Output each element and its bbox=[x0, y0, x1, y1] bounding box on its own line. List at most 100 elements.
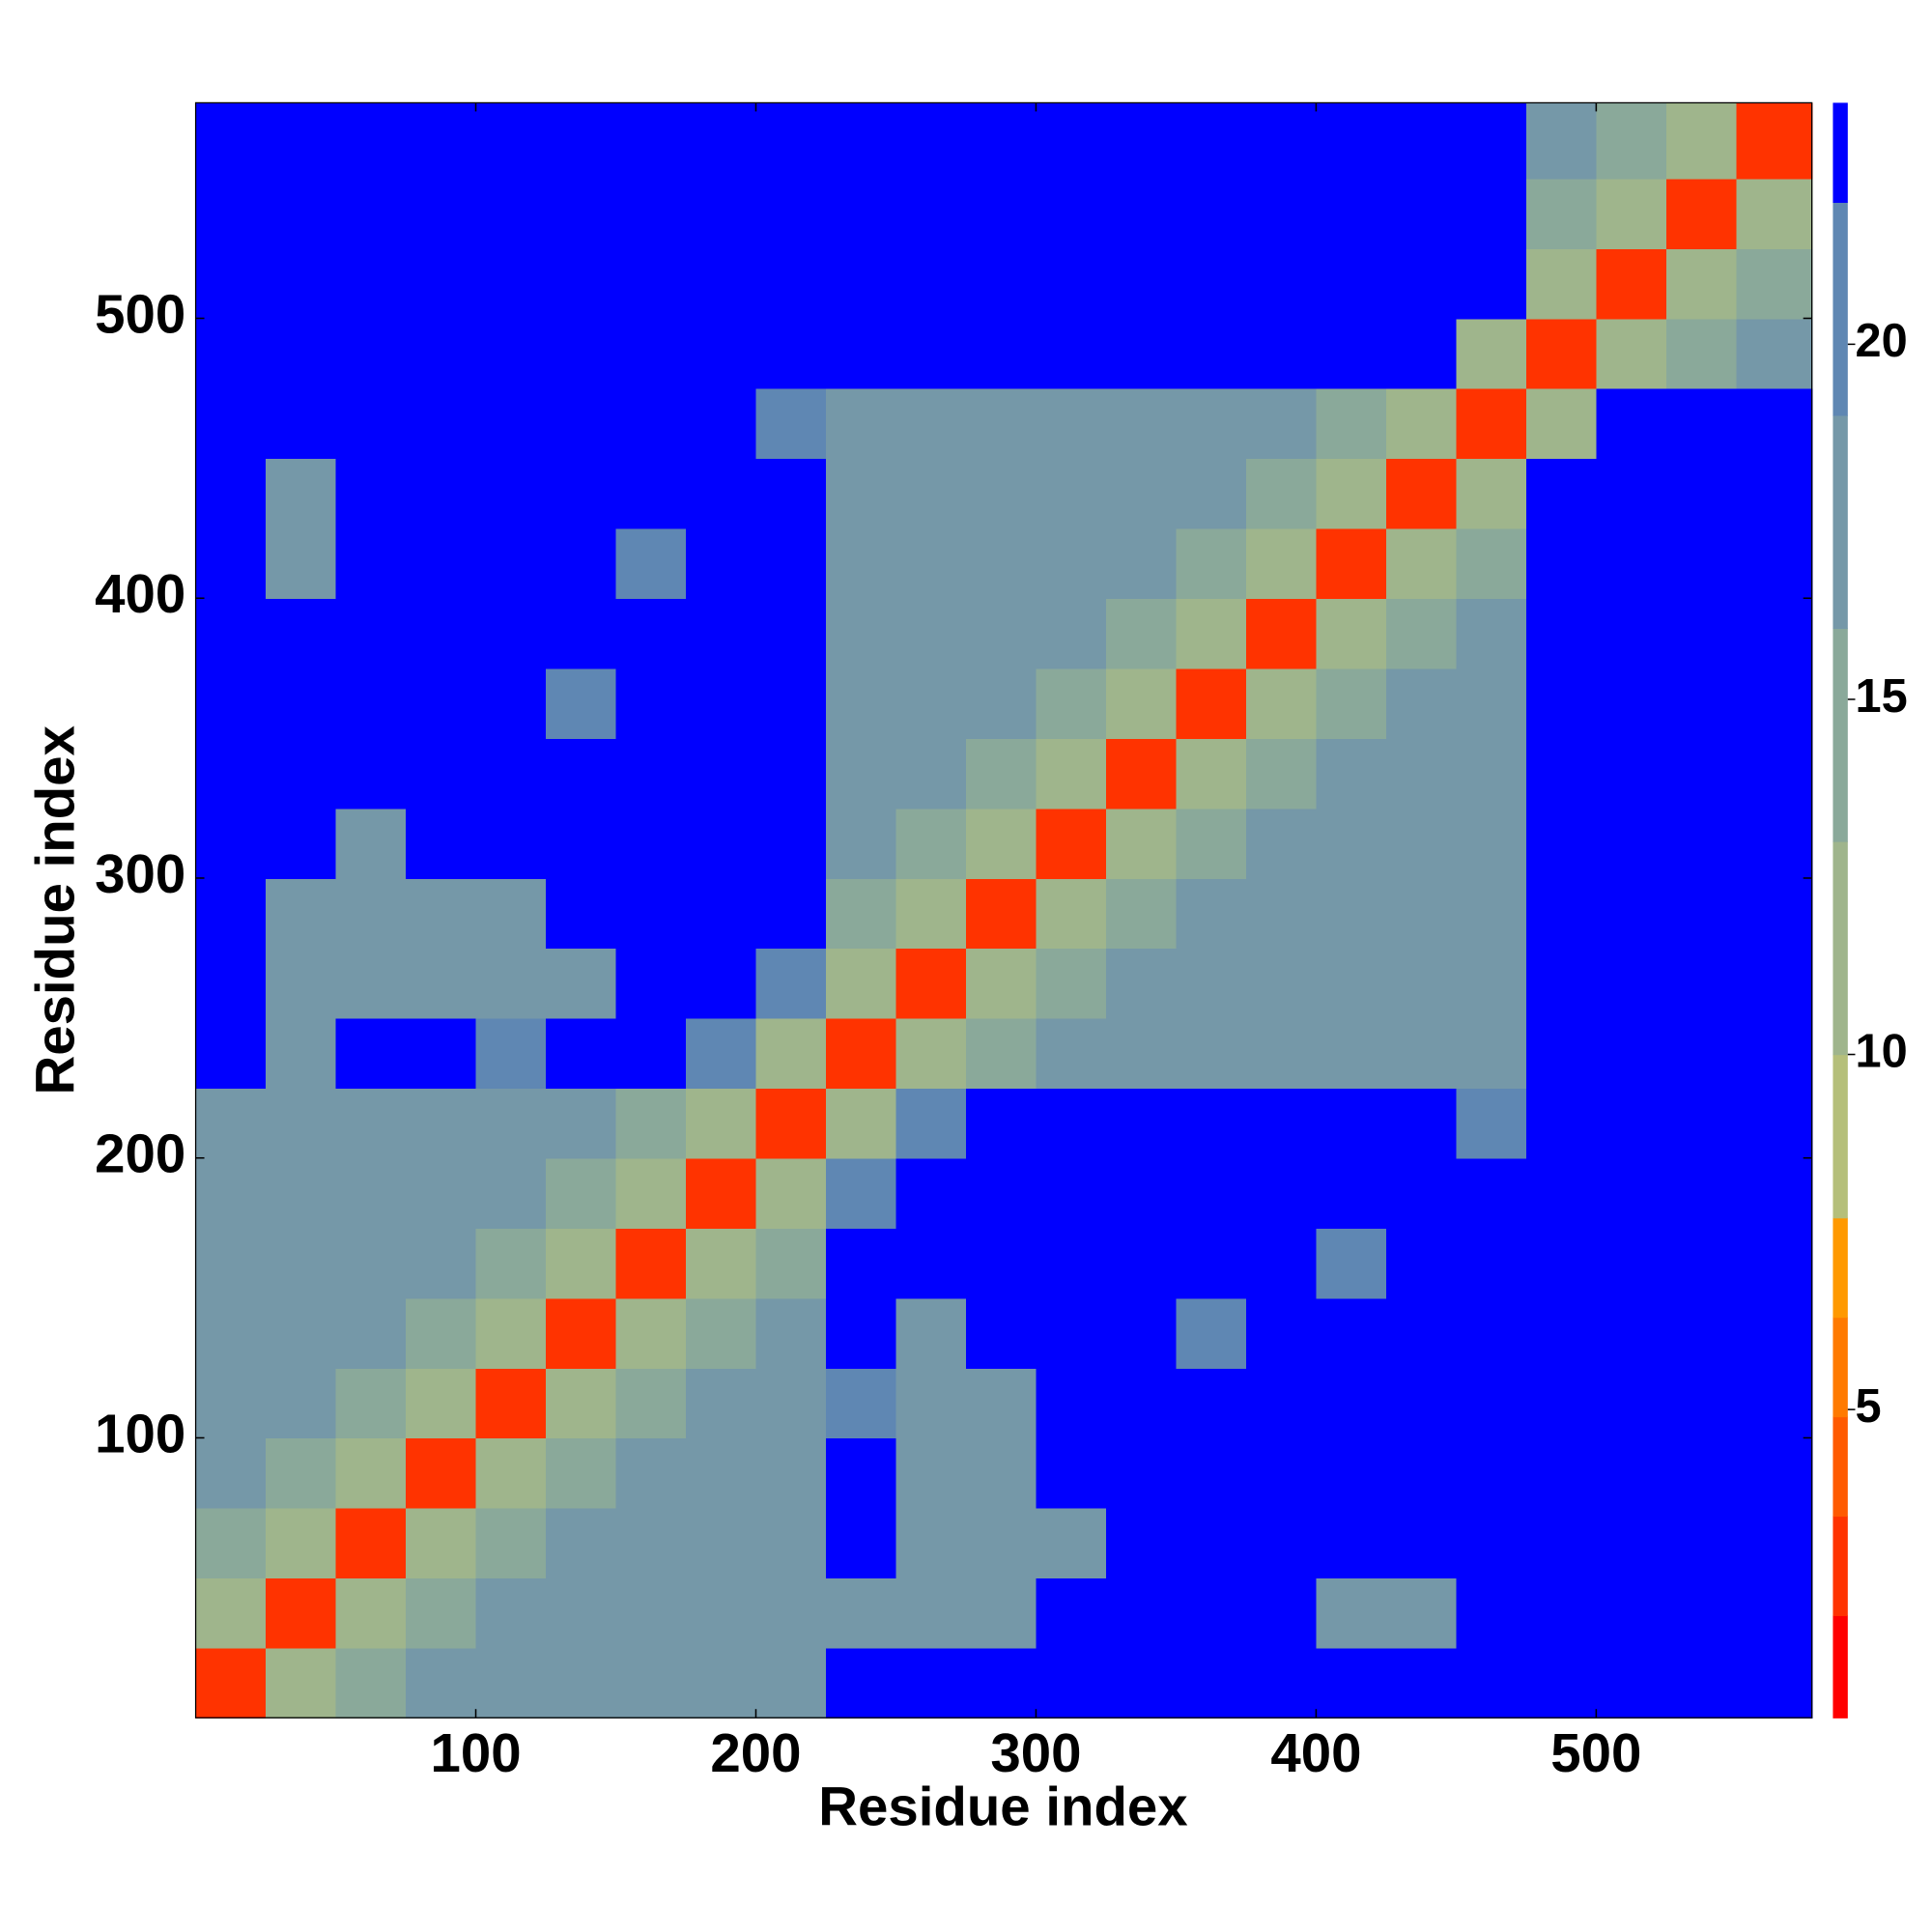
heatmap-cell bbox=[1596, 1507, 1667, 1579]
heatmap-cell bbox=[1525, 178, 1598, 249]
heatmap-cell bbox=[965, 1437, 1037, 1509]
heatmap-cell bbox=[1596, 738, 1667, 810]
x-tick-label: 500 bbox=[1550, 1722, 1641, 1783]
heatmap-cell bbox=[965, 178, 1037, 249]
heatmap-cell bbox=[1665, 668, 1738, 739]
heatmap-cell bbox=[406, 318, 477, 389]
heatmap-cell bbox=[685, 1088, 757, 1159]
heatmap-cell bbox=[965, 1368, 1037, 1439]
heatmap-cell bbox=[685, 458, 757, 529]
heatmap-cell bbox=[755, 1228, 827, 1299]
heatmap-cell bbox=[195, 248, 267, 320]
heatmap-cell bbox=[195, 877, 267, 950]
heatmap-cell bbox=[895, 1017, 967, 1090]
heatmap-cell bbox=[335, 1157, 407, 1229]
heatmap-cell bbox=[825, 318, 897, 389]
heatmap-cell bbox=[1105, 1157, 1178, 1229]
heatmap-cell bbox=[1105, 458, 1178, 529]
heatmap-cell bbox=[475, 598, 547, 669]
heatmap-cell bbox=[825, 1297, 897, 1369]
heatmap-cell bbox=[615, 948, 687, 1019]
heatmap-cell bbox=[475, 318, 547, 389]
heatmap-cell bbox=[335, 877, 407, 950]
heatmap-cell bbox=[965, 738, 1037, 810]
heatmap-cell bbox=[1245, 248, 1318, 320]
heatmap-cell bbox=[195, 808, 267, 879]
heatmap-cell bbox=[195, 1507, 267, 1579]
heatmap-cell bbox=[546, 1088, 617, 1159]
heatmap-cell bbox=[825, 1647, 897, 1719]
heatmap-cell bbox=[1036, 387, 1107, 460]
heatmap-cell bbox=[335, 1577, 407, 1649]
heatmap-cell bbox=[546, 738, 617, 810]
heatmap-cell bbox=[1245, 1297, 1318, 1369]
colorbar-tick-label: 20 bbox=[1856, 315, 1908, 367]
heatmap-cell bbox=[965, 948, 1037, 1019]
heatmap-cell bbox=[1036, 1088, 1107, 1159]
heatmap-cell bbox=[475, 1368, 547, 1439]
heatmap-cell bbox=[1105, 1437, 1178, 1509]
heatmap-cell bbox=[895, 808, 967, 879]
heatmap-cell bbox=[1596, 527, 1667, 600]
heatmap-cell bbox=[546, 1368, 617, 1439]
heatmap-cell bbox=[1525, 808, 1598, 879]
heatmap-cell bbox=[1665, 178, 1738, 249]
heatmap-cell bbox=[685, 808, 757, 879]
heatmap-cell bbox=[755, 1088, 827, 1159]
heatmap-cell bbox=[1525, 1157, 1598, 1229]
heatmap-cell bbox=[1385, 318, 1458, 389]
heatmap-cell bbox=[1105, 387, 1178, 460]
heatmap-cell bbox=[1385, 668, 1458, 739]
heatmap-cell bbox=[406, 877, 477, 950]
heatmap-cell bbox=[1665, 1577, 1738, 1649]
heatmap-cell bbox=[1525, 1017, 1598, 1090]
heatmap-cell bbox=[1316, 1577, 1387, 1649]
heatmap-cell bbox=[1665, 387, 1738, 460]
heatmap-cell bbox=[1456, 1228, 1527, 1299]
heatmap-cell bbox=[475, 1647, 547, 1719]
heatmap-cell bbox=[895, 102, 967, 180]
heatmap-cell bbox=[1245, 1228, 1318, 1299]
heatmap-cell bbox=[755, 1577, 827, 1649]
heatmap-cell bbox=[335, 1507, 407, 1579]
heatmap-cell bbox=[685, 877, 757, 950]
heatmap-cell bbox=[546, 527, 617, 600]
heatmap-cell bbox=[1665, 1437, 1738, 1509]
heatmap-cell bbox=[1036, 1157, 1107, 1229]
heatmap-cell bbox=[1036, 808, 1107, 879]
heatmap-cell bbox=[825, 178, 897, 249]
heatmap-cell bbox=[335, 178, 407, 249]
heatmap-cell bbox=[685, 738, 757, 810]
heatmap-cell bbox=[1245, 1368, 1318, 1439]
heatmap-cell bbox=[195, 1647, 267, 1719]
heatmap-cell bbox=[195, 1437, 267, 1509]
heatmap-cell bbox=[335, 248, 407, 320]
heatmap-cell bbox=[1316, 948, 1387, 1019]
heatmap-cell bbox=[335, 808, 407, 879]
heatmap-cell bbox=[755, 598, 827, 669]
heatmap-cell bbox=[685, 1577, 757, 1649]
y-tick-label: 300 bbox=[95, 843, 185, 904]
heatmap-cell bbox=[825, 668, 897, 739]
heatmap-cell bbox=[1245, 1577, 1318, 1649]
heatmap-cell bbox=[335, 102, 407, 180]
heatmap-cell bbox=[615, 808, 687, 879]
heatmap-cell bbox=[1456, 738, 1527, 810]
heatmap-cell bbox=[615, 1228, 687, 1299]
heatmap-cell bbox=[266, 1228, 337, 1299]
heatmap-cell bbox=[1176, 387, 1247, 460]
heatmap-cell bbox=[1596, 1157, 1667, 1229]
heatmap-cell bbox=[406, 102, 477, 180]
heatmap-cell bbox=[1596, 102, 1667, 180]
heatmap-cell bbox=[1736, 387, 1813, 460]
heatmap-cell bbox=[1036, 102, 1107, 180]
heatmap-cell bbox=[685, 102, 757, 180]
heatmap-cell bbox=[1456, 808, 1527, 879]
heatmap-cell bbox=[1105, 1017, 1178, 1090]
heatmap-cell bbox=[615, 318, 687, 389]
heatmap-cell bbox=[1525, 1647, 1598, 1719]
heatmap-cell bbox=[825, 1088, 897, 1159]
heatmap-cell bbox=[1456, 458, 1527, 529]
heatmap-cell bbox=[1105, 318, 1178, 389]
heatmap-cell bbox=[1596, 318, 1667, 389]
